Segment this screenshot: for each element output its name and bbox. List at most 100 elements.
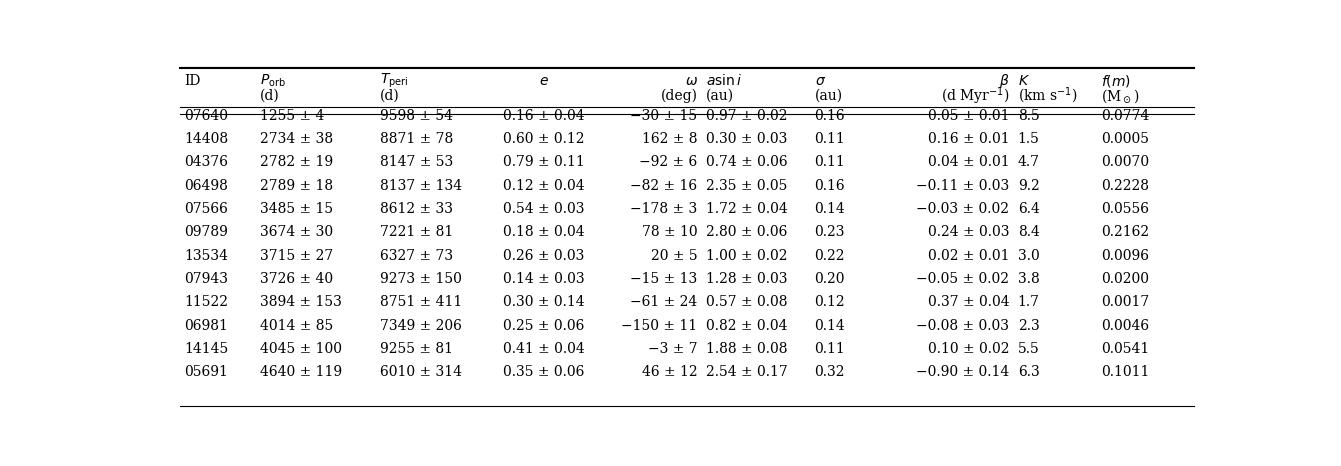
- Text: (au): (au): [705, 89, 734, 103]
- Text: 2782 ± 19: 2782 ± 19: [260, 156, 333, 170]
- Text: 0.0541: 0.0541: [1101, 342, 1149, 356]
- Text: 8147 ± 53: 8147 ± 53: [380, 156, 453, 170]
- Text: 1.28 ± 0.03: 1.28 ± 0.03: [705, 272, 787, 286]
- Text: 11522: 11522: [184, 295, 228, 309]
- Text: 3.8: 3.8: [1018, 272, 1039, 286]
- Text: −150 ± 11: −150 ± 11: [621, 319, 697, 333]
- Text: 0.30 ± 0.03: 0.30 ± 0.03: [705, 132, 787, 146]
- Text: 0.0200: 0.0200: [1101, 272, 1149, 286]
- Text: 0.11: 0.11: [814, 132, 845, 146]
- Text: 0.82 ± 0.04: 0.82 ± 0.04: [705, 319, 787, 333]
- Text: 8137 ± 134: 8137 ± 134: [380, 179, 461, 193]
- Text: $\omega$: $\omega$: [684, 74, 697, 88]
- Text: 0.79 ± 0.11: 0.79 ± 0.11: [503, 156, 585, 170]
- Text: 46 ± 12: 46 ± 12: [642, 365, 697, 379]
- Text: −92 ± 6: −92 ± 6: [640, 156, 697, 170]
- Text: −0.90 ± 0.14: −0.90 ± 0.14: [916, 365, 1010, 379]
- Text: 3.0: 3.0: [1018, 249, 1039, 263]
- Text: 04376: 04376: [184, 156, 228, 170]
- Text: 162 ± 8: 162 ± 8: [642, 132, 697, 146]
- Text: 3894 ± 153: 3894 ± 153: [260, 295, 342, 309]
- Text: 0.20: 0.20: [814, 272, 845, 286]
- Text: 0.23: 0.23: [814, 226, 845, 240]
- Text: 9598 ± 54: 9598 ± 54: [380, 109, 452, 123]
- Text: −3 ± 7: −3 ± 7: [648, 342, 697, 356]
- Text: 13534: 13534: [184, 249, 228, 263]
- Text: 0.0070: 0.0070: [1101, 156, 1149, 170]
- Text: 0.25 ± 0.06: 0.25 ± 0.06: [503, 319, 585, 333]
- Text: 14145: 14145: [184, 342, 228, 356]
- Text: 0.11: 0.11: [814, 342, 845, 356]
- Text: (d): (d): [260, 89, 279, 103]
- Text: 0.2228: 0.2228: [1101, 179, 1149, 193]
- Text: $f(m)$: $f(m)$: [1101, 73, 1130, 89]
- Text: 78 ± 10: 78 ± 10: [642, 226, 697, 240]
- Text: 07640: 07640: [184, 109, 228, 123]
- Text: 0.97 ± 0.02: 0.97 ± 0.02: [705, 109, 787, 123]
- Text: 3715 ± 27: 3715 ± 27: [260, 249, 333, 263]
- Text: 0.10 ± 0.02: 0.10 ± 0.02: [928, 342, 1010, 356]
- Text: 9273 ± 150: 9273 ± 150: [380, 272, 461, 286]
- Text: −15 ± 13: −15 ± 13: [630, 272, 697, 286]
- Text: 6010 ± 314: 6010 ± 314: [380, 365, 461, 379]
- Text: 0.0017: 0.0017: [1101, 295, 1149, 309]
- Text: 2789 ± 18: 2789 ± 18: [260, 179, 333, 193]
- Text: 05691: 05691: [184, 365, 228, 379]
- Text: 2.54 ± 0.17: 2.54 ± 0.17: [705, 365, 787, 379]
- Text: $\sigma$: $\sigma$: [814, 74, 826, 88]
- Text: 6327 ± 73: 6327 ± 73: [380, 249, 453, 263]
- Text: 0.54 ± 0.03: 0.54 ± 0.03: [503, 202, 585, 216]
- Text: $a\sin i$: $a\sin i$: [705, 73, 743, 88]
- Text: 1.00 ± 0.02: 1.00 ± 0.02: [705, 249, 787, 263]
- Text: 0.26 ± 0.03: 0.26 ± 0.03: [503, 249, 585, 263]
- Text: 8612 ± 33: 8612 ± 33: [380, 202, 452, 216]
- Text: −0.05 ± 0.02: −0.05 ± 0.02: [916, 272, 1010, 286]
- Text: 0.0046: 0.0046: [1101, 319, 1149, 333]
- Text: $e$: $e$: [539, 74, 548, 88]
- Text: 0.16 ± 0.04: 0.16 ± 0.04: [503, 109, 585, 123]
- Text: $K$: $K$: [1018, 74, 1030, 88]
- Text: 0.0774: 0.0774: [1101, 109, 1149, 123]
- Text: 0.32: 0.32: [814, 365, 845, 379]
- Text: 0.1011: 0.1011: [1101, 365, 1149, 379]
- Text: 0.0556: 0.0556: [1101, 202, 1149, 216]
- Text: 2734 ± 38: 2734 ± 38: [260, 132, 333, 146]
- Text: 0.2162: 0.2162: [1101, 226, 1149, 240]
- Text: 0.16 ± 0.01: 0.16 ± 0.01: [928, 132, 1010, 146]
- Text: −82 ± 16: −82 ± 16: [630, 179, 697, 193]
- Text: 0.37 ± 0.04: 0.37 ± 0.04: [928, 295, 1010, 309]
- Text: (km s$^{-1}$): (km s$^{-1}$): [1018, 86, 1077, 106]
- Text: (d): (d): [380, 89, 400, 103]
- Text: 7349 ± 206: 7349 ± 206: [380, 319, 461, 333]
- Text: 0.35 ± 0.06: 0.35 ± 0.06: [503, 365, 585, 379]
- Text: 0.0096: 0.0096: [1101, 249, 1149, 263]
- Text: 0.14: 0.14: [814, 202, 845, 216]
- Text: ID: ID: [184, 74, 201, 88]
- Text: 1255 ± 4: 1255 ± 4: [260, 109, 325, 123]
- Text: 3726 ± 40: 3726 ± 40: [260, 272, 333, 286]
- Text: 6.4: 6.4: [1018, 202, 1039, 216]
- Text: 5.5: 5.5: [1018, 342, 1039, 356]
- Text: −0.03 ± 0.02: −0.03 ± 0.02: [916, 202, 1010, 216]
- Text: 0.05 ± 0.01: 0.05 ± 0.01: [928, 109, 1010, 123]
- Text: 06981: 06981: [184, 319, 228, 333]
- Text: 4014 ± 85: 4014 ± 85: [260, 319, 333, 333]
- Text: 0.22: 0.22: [814, 249, 845, 263]
- Text: 1.72 ± 0.04: 1.72 ± 0.04: [705, 202, 787, 216]
- Text: (deg): (deg): [661, 89, 697, 103]
- Text: 6.3: 6.3: [1018, 365, 1039, 379]
- Text: 0.41 ± 0.04: 0.41 ± 0.04: [503, 342, 585, 356]
- Text: 4640 ± 119: 4640 ± 119: [260, 365, 342, 379]
- Text: 7221 ± 81: 7221 ± 81: [380, 226, 453, 240]
- Text: 2.80 ± 0.06: 2.80 ± 0.06: [705, 226, 787, 240]
- Text: 1.88 ± 0.08: 1.88 ± 0.08: [705, 342, 787, 356]
- Text: 20 ± 5: 20 ± 5: [650, 249, 697, 263]
- Text: 0.12: 0.12: [814, 295, 845, 309]
- Text: 0.74 ± 0.06: 0.74 ± 0.06: [705, 156, 787, 170]
- Text: 0.16: 0.16: [814, 179, 845, 193]
- Text: 09789: 09789: [184, 226, 228, 240]
- Text: $T_\mathrm{peri}$: $T_\mathrm{peri}$: [380, 72, 408, 90]
- Text: −0.11 ± 0.03: −0.11 ± 0.03: [916, 179, 1010, 193]
- Text: 0.04 ± 0.01: 0.04 ± 0.01: [928, 156, 1010, 170]
- Text: 0.0005: 0.0005: [1101, 132, 1149, 146]
